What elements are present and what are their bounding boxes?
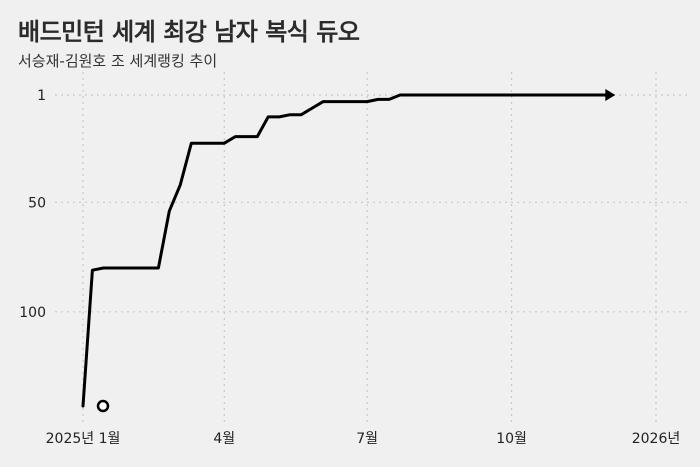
chart-title: 배드민턴 세계 최강 남자 복식 듀오 bbox=[18, 18, 360, 46]
start-point-marker bbox=[96, 399, 110, 413]
y-tick-label: 50 bbox=[28, 195, 46, 211]
x-tick-label: 7월 bbox=[356, 431, 378, 447]
x-tick-label: 4월 bbox=[213, 431, 235, 447]
y-tick-label: 100 bbox=[19, 305, 46, 321]
x-tick-label: 10월 bbox=[496, 431, 527, 447]
y-axis-labels: 1 50 100 bbox=[19, 88, 46, 321]
grid-lines bbox=[55, 72, 690, 422]
series-group bbox=[81, 89, 616, 413]
y-tick-label: 1 bbox=[37, 88, 46, 104]
end-arrow-marker bbox=[605, 89, 616, 101]
x-tick-label: 2026년 bbox=[632, 431, 681, 447]
x-axis-labels: 2025년 1월 4월 7월 10월 2026년 bbox=[46, 431, 681, 447]
x-tick-label: 2025년 1월 bbox=[46, 431, 121, 447]
chart-subtitle: 서승재-김원호 조 세계랭킹 추이 bbox=[18, 52, 218, 70]
series-line bbox=[81, 93, 609, 408]
